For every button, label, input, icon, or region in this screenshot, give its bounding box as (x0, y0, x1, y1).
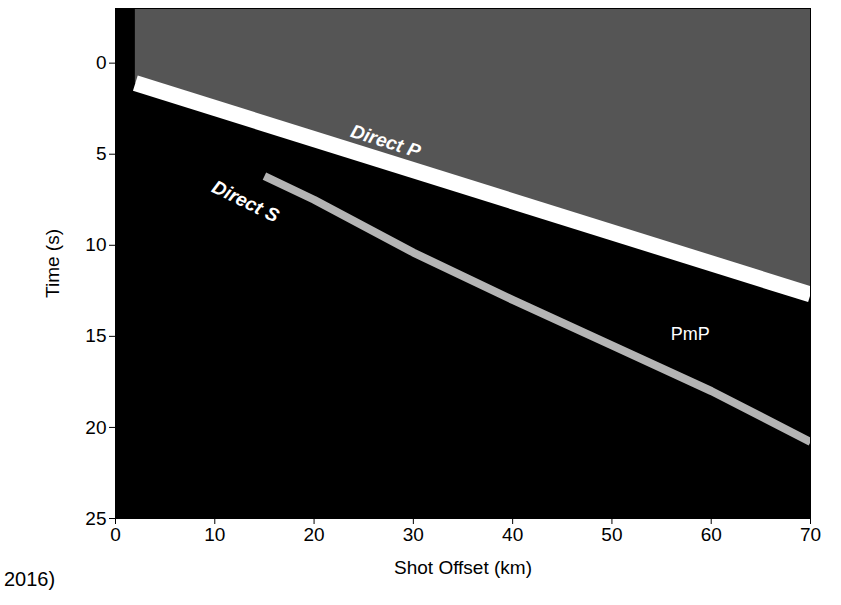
svg-text:0: 0 (110, 524, 121, 545)
svg-text:0: 0 (96, 52, 107, 73)
svg-text:5: 5 (96, 143, 107, 164)
svg-text:60: 60 (701, 524, 722, 545)
svg-text:PmP: PmP (671, 324, 710, 344)
svg-text:40: 40 (502, 524, 523, 545)
svg-text:50: 50 (601, 524, 622, 545)
svg-text:10: 10 (204, 524, 225, 545)
svg-text:20: 20 (85, 417, 106, 438)
html-text:2016): 2016) (4, 568, 56, 590)
svg-text:25: 25 (85, 508, 106, 529)
svg-text:70: 70 (800, 524, 821, 545)
svg-text:30: 30 (403, 524, 424, 545)
svg-text:20: 20 (304, 524, 325, 545)
svg-text:Direct P: Direct P (348, 120, 423, 162)
svg-text:10: 10 (85, 234, 106, 255)
svg-text:Time (s): Time (s) (42, 229, 63, 298)
svg-text:Direct S: Direct S (209, 176, 283, 226)
svg-text:15: 15 (85, 325, 106, 346)
svg-text:Shot Offset (km): Shot Offset (km) (394, 557, 532, 578)
